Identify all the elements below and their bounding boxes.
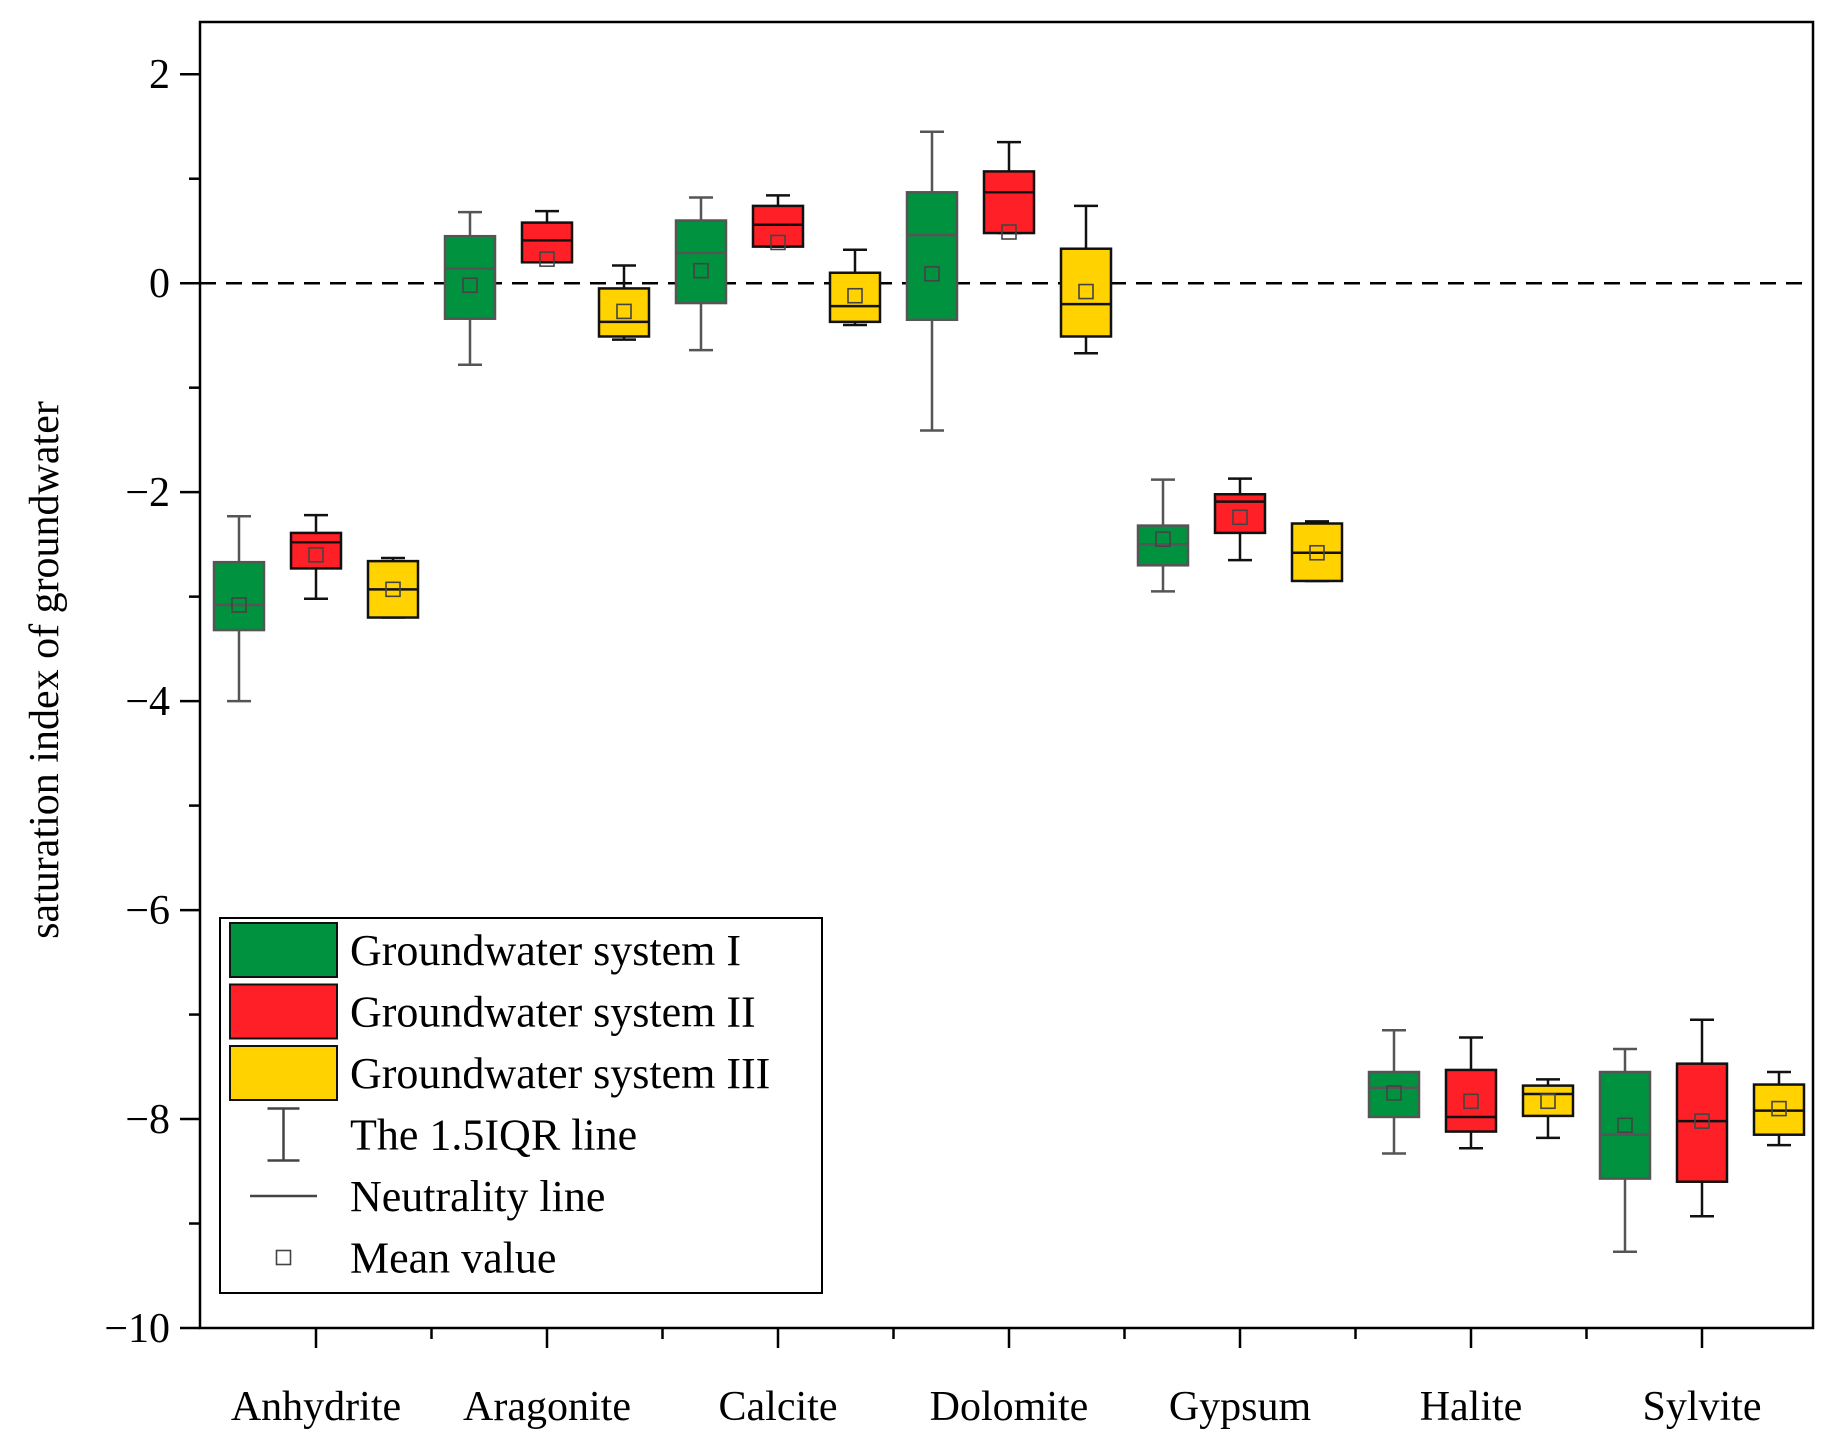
iqr-box — [1444, 1068, 1498, 1133]
iqr-box — [289, 531, 343, 570]
legend-label: The 1.5IQR line — [350, 1111, 637, 1160]
box-1-gypsum — [1136, 478, 1190, 593]
box-3-sylvite — [1752, 1070, 1806, 1147]
box-3-anhydrite — [366, 556, 420, 619]
box-1-aragonite — [443, 210, 497, 366]
mean-marker — [924, 265, 940, 282]
box-2-dolomite — [982, 140, 1036, 240]
x-category-label: Dolomite — [930, 1384, 1089, 1430]
box-1-halite — [1367, 1028, 1421, 1155]
iqr-box — [1059, 247, 1113, 338]
mean-marker — [1078, 283, 1094, 300]
box-2-calcite — [751, 194, 805, 251]
x-category-label: Halite — [1420, 1384, 1523, 1430]
box-1-anhydrite — [212, 514, 266, 703]
legend-item-5: Neutrality line — [250, 1172, 605, 1221]
mean-marker — [539, 251, 555, 267]
mean-marker — [1463, 1093, 1479, 1110]
box-3-aragonite — [597, 264, 651, 341]
y-tick-label: −8 — [125, 1097, 170, 1143]
box-1-sylvite — [1598, 1047, 1652, 1253]
iqr-box — [828, 271, 882, 324]
mean-marker — [462, 277, 478, 294]
mean-marker — [616, 303, 632, 320]
iqr-box — [674, 219, 728, 305]
plot-frame — [198, 20, 1815, 1330]
mean-marker — [1386, 1085, 1402, 1101]
legend-label: Groundwater system III — [350, 1049, 770, 1098]
mean-marker — [1540, 1093, 1556, 1110]
legend-swatch — [229, 1045, 338, 1101]
legend: Groundwater system I Groundwater system I… — [219, 917, 823, 1294]
mean-marker — [1001, 224, 1017, 240]
mean-marker — [770, 234, 786, 251]
iqr-box — [905, 191, 959, 322]
box-2-aragonite — [520, 209, 574, 267]
y-tick-label: −10 — [104, 1306, 170, 1352]
iqr-box — [1213, 492, 1267, 535]
legend-item-4: The 1.5IQR line — [267, 1107, 637, 1162]
box-3-gypsum — [1290, 520, 1344, 583]
mean-marker — [231, 597, 247, 613]
mean-marker — [1694, 1113, 1710, 1129]
x-category-label: Aragonite — [463, 1384, 631, 1430]
iqr-box — [1367, 1070, 1421, 1119]
mean-marker — [693, 262, 709, 279]
y-tick-label: −6 — [125, 888, 170, 934]
box-2-sylvite — [1675, 1018, 1729, 1218]
legend-label: Groundwater system I — [350, 926, 741, 975]
box-1-dolomite — [905, 130, 959, 432]
y-axis-title: saturation index of groundwater — [22, 401, 68, 939]
box-3-dolomite — [1059, 204, 1113, 355]
iqr-box — [1598, 1070, 1652, 1180]
iqr-box — [751, 204, 805, 248]
box-2-gypsum — [1213, 477, 1267, 562]
box-2-anhydrite — [289, 513, 343, 600]
mean-marker — [1232, 509, 1248, 526]
legend-label: Neutrality line — [350, 1172, 605, 1221]
legend-item-3: Groundwater system III — [229, 1045, 770, 1101]
legend-label: Groundwater system II — [350, 988, 756, 1037]
mean-marker — [1309, 544, 1325, 561]
x-category-label: Anhydrite — [231, 1384, 401, 1430]
x-category-label: Calcite — [719, 1384, 838, 1430]
y-tick-label: −2 — [125, 470, 170, 516]
box-3-halite — [1521, 1078, 1575, 1140]
box-3-calcite — [828, 248, 882, 327]
y-tick-label: −4 — [125, 679, 170, 725]
legend-mean-icon — [275, 1249, 292, 1266]
plot-area: −10 −8 −6 −4 −2 0 2 Anhydrite Aragonite Calcite Do… — [104, 20, 1815, 1430]
legend-swatch — [229, 922, 338, 978]
iqr-box — [1521, 1084, 1575, 1118]
x-category-label: Sylvite — [1642, 1384, 1761, 1430]
legend-frame — [219, 917, 823, 1294]
x-category-label: Gypsum — [1169, 1384, 1312, 1430]
box-2-halite — [1444, 1036, 1498, 1150]
iqr-box — [443, 234, 497, 320]
box-1-calcite — [674, 196, 728, 352]
iqr-box — [520, 221, 574, 264]
iqr-box — [982, 170, 1036, 235]
iqr-box — [1675, 1062, 1729, 1183]
y-tick-label: 0 — [149, 261, 170, 307]
legend-item-2: Groundwater system II — [229, 983, 756, 1040]
mean-marker — [385, 581, 401, 598]
mean-marker — [1617, 1117, 1633, 1134]
legend-item-1: Groundwater system I — [229, 922, 741, 978]
iqr-box — [212, 560, 266, 632]
iqr-box — [597, 287, 651, 338]
mean-marker — [1771, 1100, 1787, 1117]
legend-item-6: Mean value — [275, 1234, 556, 1283]
legend-label: Mean value — [350, 1234, 556, 1283]
mean-marker — [308, 547, 324, 563]
mean-marker — [1155, 531, 1171, 547]
legend-swatch — [229, 983, 338, 1040]
y-tick-label: 2 — [149, 52, 170, 98]
mean-marker — [847, 287, 863, 304]
